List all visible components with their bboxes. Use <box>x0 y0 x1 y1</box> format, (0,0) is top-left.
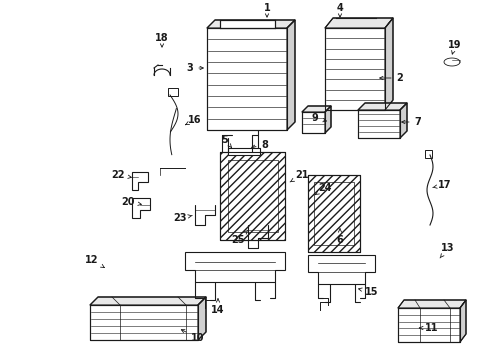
Text: 14: 14 <box>211 299 224 315</box>
Text: 21: 21 <box>289 170 308 182</box>
Text: 2: 2 <box>379 73 403 83</box>
Polygon shape <box>220 20 274 28</box>
Text: 5: 5 <box>221 135 231 147</box>
Text: 6: 6 <box>336 229 343 245</box>
Text: 19: 19 <box>447 40 461 54</box>
Polygon shape <box>307 255 374 284</box>
Polygon shape <box>206 28 286 130</box>
Polygon shape <box>325 28 384 110</box>
Polygon shape <box>384 18 392 110</box>
Polygon shape <box>206 20 294 28</box>
Polygon shape <box>90 305 198 340</box>
Polygon shape <box>307 175 359 252</box>
Polygon shape <box>227 148 260 155</box>
Polygon shape <box>302 106 330 112</box>
Polygon shape <box>132 198 150 218</box>
Text: 16: 16 <box>185 115 202 125</box>
Text: 15: 15 <box>358 287 378 297</box>
Text: 8: 8 <box>251 140 268 150</box>
Text: 20: 20 <box>121 197 141 207</box>
Text: 13: 13 <box>439 243 454 258</box>
Text: 12: 12 <box>85 255 104 267</box>
Polygon shape <box>184 252 285 282</box>
Text: 22: 22 <box>111 170 131 180</box>
Polygon shape <box>459 300 465 342</box>
Text: 18: 18 <box>155 33 168 47</box>
Polygon shape <box>90 297 205 305</box>
Polygon shape <box>168 88 178 96</box>
Text: 11: 11 <box>419 323 438 333</box>
Text: 1: 1 <box>263 3 270 17</box>
Text: 24: 24 <box>315 183 331 195</box>
Text: 3: 3 <box>186 63 203 73</box>
Polygon shape <box>198 297 205 340</box>
Polygon shape <box>302 112 325 133</box>
Polygon shape <box>325 18 392 28</box>
Text: 7: 7 <box>401 117 421 127</box>
Polygon shape <box>424 150 431 158</box>
Polygon shape <box>325 106 330 133</box>
Text: 10: 10 <box>181 330 204 343</box>
Text: 23: 23 <box>173 213 192 223</box>
Polygon shape <box>286 20 294 130</box>
Polygon shape <box>397 300 465 308</box>
Text: 25: 25 <box>231 230 247 245</box>
Polygon shape <box>357 103 406 110</box>
Polygon shape <box>397 308 459 342</box>
Polygon shape <box>132 172 148 190</box>
Text: 17: 17 <box>432 180 451 190</box>
Polygon shape <box>399 103 406 138</box>
Polygon shape <box>220 152 285 240</box>
Text: 9: 9 <box>311 113 326 123</box>
Text: 4: 4 <box>336 3 343 17</box>
Polygon shape <box>357 110 399 138</box>
